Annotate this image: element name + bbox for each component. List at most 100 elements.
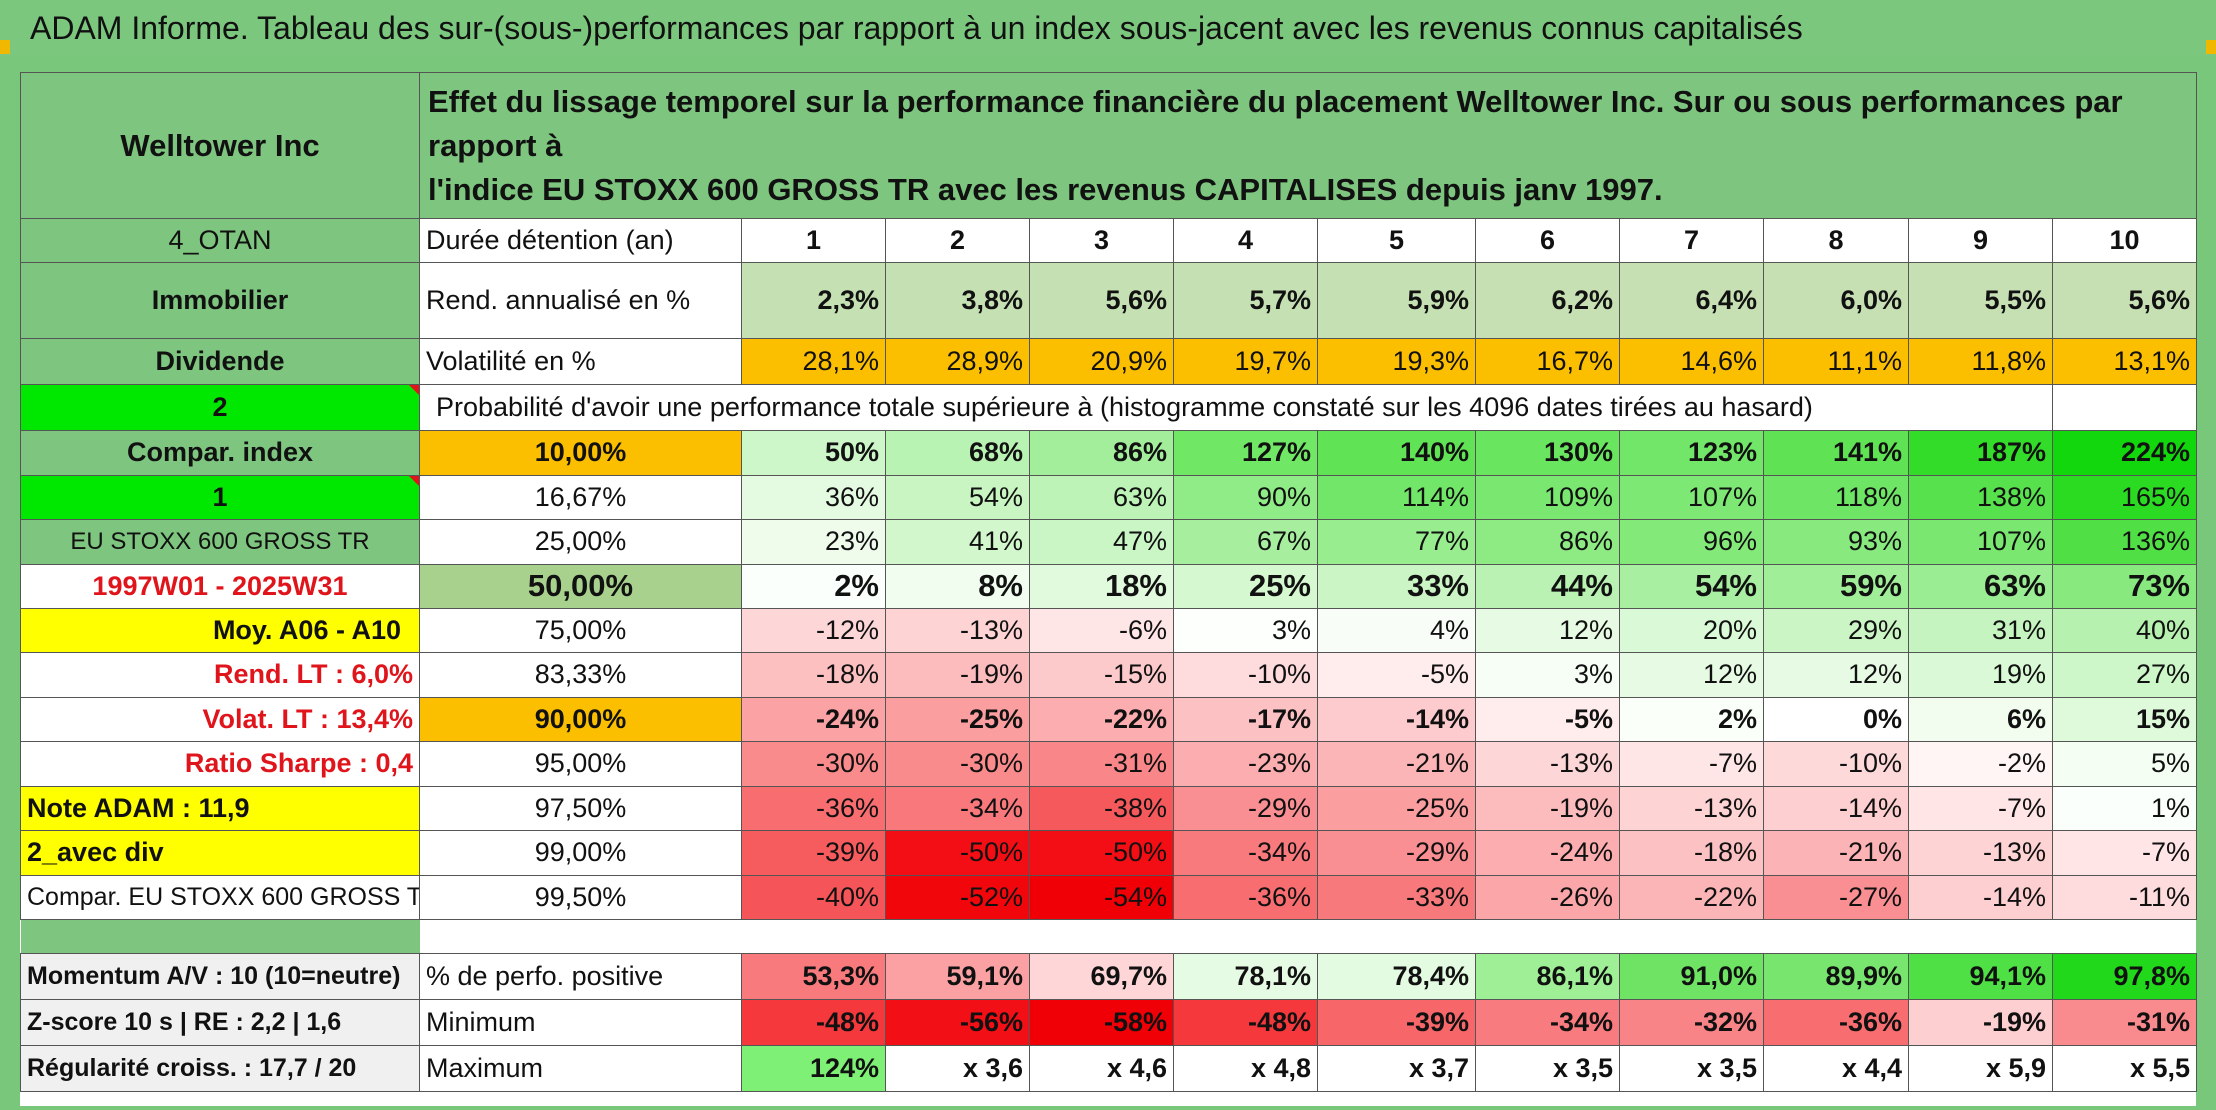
company-name: Welltower Inc [20,72,420,219]
quantile-cell: 127% [1173,430,1318,476]
min-cell: -56% [885,999,1030,1046]
min-label: Minimum [419,999,742,1046]
rend-cell: 5,9% [1317,262,1476,339]
max-cell: x 5,9 [1908,1045,2053,1092]
min-cell: -39% [1317,999,1476,1046]
report-title: ADAM Informe. Tableau des sur-(sous-)per… [0,0,2216,56]
rend-cell: 5,5% [1908,262,2053,339]
min-cell: -31% [2052,999,2197,1046]
quantile-level: 83,33% [419,652,742,698]
quantile-cell: -29% [1173,785,1318,831]
pos-cell: 97,8% [2052,953,2197,1000]
quantile-cell: 44% [1475,563,1620,609]
min-cell: -36% [1763,999,1909,1046]
year-2: 2 [885,218,1030,263]
quantile-cell: -22% [1029,696,1174,742]
year-5: 5 [1317,218,1476,263]
quantile-cell: 165% [2052,474,2197,520]
quantile-cell: 1% [2052,785,2197,831]
vol-cell: 11,1% [1763,338,1909,385]
quantile-cell: -13% [1908,830,2053,876]
year-4: 4 [1173,218,1318,263]
pos-cell: 86,1% [1475,953,1620,1000]
quantile-cell: -6% [1029,607,1174,653]
quantile-cell: -15% [1029,652,1174,698]
max-label: Maximum [419,1045,742,1092]
quantile-cell: -19% [1475,785,1620,831]
quantile-cell: 36% [741,474,886,520]
quantile-level: 99,50% [419,874,742,920]
quantile-level: 99,00% [419,830,742,876]
quantile-level: 95,00% [419,741,742,787]
quantile-cell: 77% [1317,519,1476,565]
quantile-cell: 12% [1763,652,1909,698]
income-type-label: Dividende [20,338,420,385]
quantile-cell: -14% [1908,874,2053,920]
quantile-cell: 140% [1317,430,1476,476]
quantile-cell: -34% [885,785,1030,831]
quantile-cell: -18% [1619,830,1764,876]
quantile-cell: -5% [1475,696,1620,742]
max-cell: x 5,5 [2052,1045,2197,1092]
quantile-level: 16,67% [419,474,742,520]
quantile-cell: 3% [1475,652,1620,698]
max-cell: x 4,8 [1173,1045,1318,1092]
description: Effet du lissage temporel sur la perform… [419,72,2197,219]
pos-cell: 91,0% [1619,953,1764,1000]
max-cell: x 3,5 [1475,1045,1620,1092]
rend-lt-label: Rend. LT : 6,0% [20,652,420,698]
quantile-cell: -2% [1908,741,2053,787]
quantile-cell: -40% [741,874,886,920]
vol-cell: 11,8% [1908,338,2053,385]
rend-cell: 3,8% [885,262,1030,339]
sharpe-label: Ratio Sharpe : 0,4 [20,741,420,787]
corner-marker-left [0,40,10,54]
quantile-cell: 31% [1908,607,2053,653]
quantile-cell: -26% [1475,874,1620,920]
selector-b[interactable]: 1 [20,474,420,520]
regularite-label: Régularité croiss. : 17,7 / 20 [20,1045,420,1092]
quantile-cell: 86% [1029,430,1174,476]
rend-cell: 6,4% [1619,262,1764,339]
quantile-cell: -11% [2052,874,2197,920]
quantile-cell: -7% [1619,741,1764,787]
quantile-cell: 63% [1029,474,1174,520]
year-10: 10 [2052,218,2197,263]
year-8: 8 [1763,218,1909,263]
probability-caption: Probabilité d'avoir une performance tota… [419,384,2053,431]
vol-cell: 28,9% [885,338,1030,385]
quantile-cell: -30% [885,741,1030,787]
rend-cell: 2,3% [741,262,886,339]
selector-a[interactable]: 2 [20,384,420,431]
quantile-cell: 4% [1317,607,1476,653]
code-label: 4_OTAN [20,218,420,263]
quantile-cell: -22% [1619,874,1764,920]
pos-cell: 78,4% [1317,953,1476,1000]
spacer-cell [420,920,2197,954]
quantile-cell: 138% [1908,474,2053,520]
min-cell: -48% [1173,999,1318,1046]
min-cell: -32% [1619,999,1764,1046]
quantile-cell: 109% [1475,474,1620,520]
year-1: 1 [741,218,886,263]
quantile-cell: 3% [1173,607,1318,653]
quantile-cell: -21% [1317,741,1476,787]
quantile-cell: -13% [1475,741,1620,787]
variant-label: 2_avec div [20,830,420,876]
quantile-cell: 20% [1619,607,1764,653]
quantile-cell: 86% [1475,519,1620,565]
quantile-cell: 47% [1029,519,1174,565]
quantile-level: 97,50% [419,785,742,831]
quantile-cell: -12% [741,607,886,653]
quantile-cell: -10% [1763,741,1909,787]
year-3: 3 [1029,218,1174,263]
quantile-cell: -13% [885,607,1030,653]
quantile-cell: -14% [1317,696,1476,742]
quantile-cell: 29% [1763,607,1909,653]
momentum-label: Momentum A/V : 10 (10=neutre) [20,953,420,1000]
quantile-level: 75,00% [419,607,742,653]
min-cell: -34% [1475,999,1620,1046]
pos-cell: 59,1% [885,953,1030,1000]
quantile-cell: 6% [1908,696,2053,742]
year-9: 9 [1908,218,2053,263]
